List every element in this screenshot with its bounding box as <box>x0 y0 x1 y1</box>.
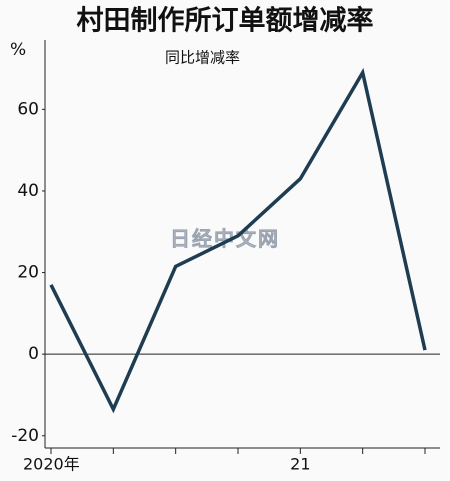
data-line <box>49 67 427 414</box>
chart-title: 村田制作所订单额增减率 <box>77 5 374 37</box>
y-tick-label: 40 <box>17 181 39 201</box>
y-tick-label: 60 <box>17 99 39 119</box>
y-unit: % <box>10 40 26 60</box>
y-tick-label: 20 <box>17 263 39 283</box>
x-tick-label: 2020年 <box>23 455 80 474</box>
y-tick-label: -20 <box>11 426 39 446</box>
watermark: 日经中文网 <box>170 227 280 251</box>
x-tick-label: 21 <box>290 455 310 474</box>
y-tick-label: 0 <box>28 344 39 364</box>
chart-subtitle: 同比增减率 <box>165 49 240 67</box>
